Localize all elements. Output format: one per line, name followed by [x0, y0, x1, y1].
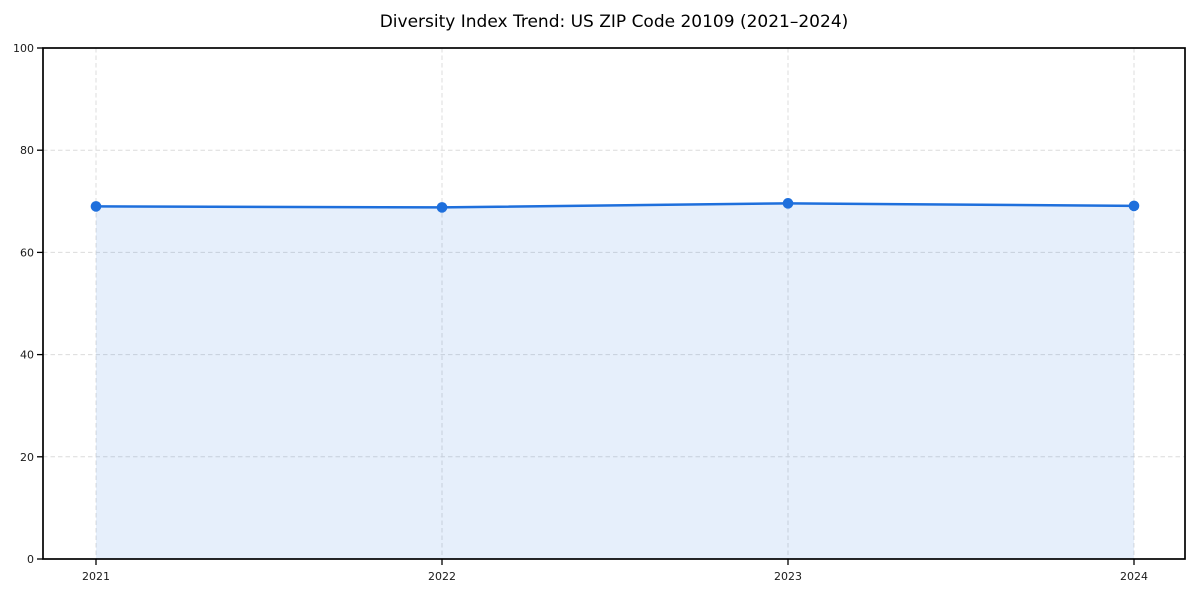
- x-tick-label: 2021: [82, 570, 110, 583]
- y-tick-label: 20: [20, 451, 34, 464]
- y-tick-label: 40: [20, 349, 34, 362]
- y-tick-label: 80: [20, 144, 34, 157]
- plot-frame: [42, 47, 1186, 560]
- data-point-2022: [436, 202, 448, 213]
- chart-title: Diversity Index Trend: US ZIP Code 20109…: [379, 12, 849, 32]
- trend-line: [94, 202, 1136, 209]
- x-tick-label: 2024: [1120, 570, 1148, 583]
- data-point-2021: [90, 201, 102, 212]
- area-fill: [96, 203, 1134, 559]
- x-tick-label: 2022: [428, 570, 456, 583]
- data-point-2023: [782, 198, 794, 209]
- y-tick-label: 0: [27, 553, 34, 566]
- y-tick-label: 100: [13, 42, 34, 55]
- data-point-2024: [1128, 200, 1140, 212]
- y-tick-label: 60: [20, 246, 34, 259]
- x-tick-label: 2023: [774, 570, 802, 583]
